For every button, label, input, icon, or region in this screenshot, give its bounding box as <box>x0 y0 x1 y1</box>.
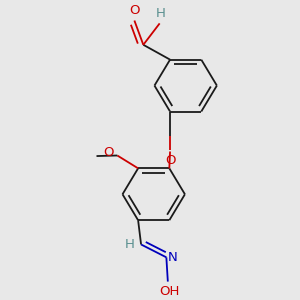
Text: O: O <box>103 146 114 159</box>
Text: H: H <box>125 238 134 251</box>
Text: O: O <box>165 154 175 167</box>
Text: N: N <box>168 251 178 264</box>
Text: H: H <box>156 7 166 20</box>
Text: O: O <box>129 4 140 17</box>
Text: OH: OH <box>159 285 179 298</box>
